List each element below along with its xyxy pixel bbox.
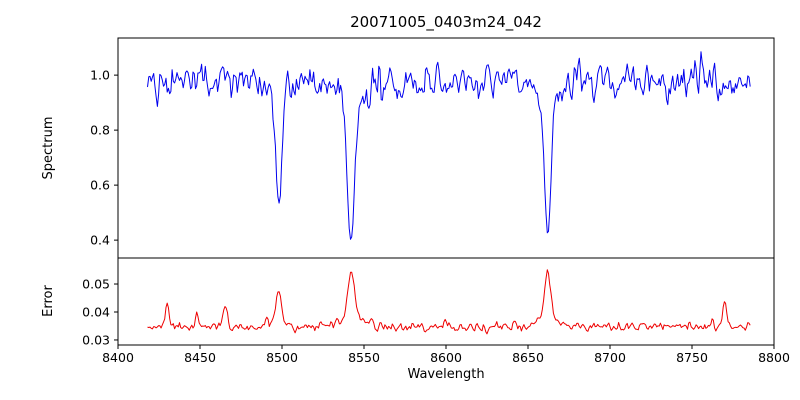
x-tick-label: 8800 [758, 350, 790, 365]
y-tick-label: 0.4 [90, 233, 110, 248]
x-tick-label: 8400 [102, 350, 134, 365]
spectrum-y-axis-label: Spectrum [41, 117, 56, 180]
x-tick-label: 8550 [348, 350, 380, 365]
y-tick-label: 1.0 [90, 68, 110, 83]
y-tick-label: 0.04 [82, 304, 110, 319]
x-tick-label: 8700 [594, 350, 626, 365]
y-tick-label: 0.8 [90, 123, 110, 138]
y-tick-label: 0.05 [82, 277, 110, 292]
ticks-group: 8400 8450 8500 8550 8600 8650 8700 8750 8800 0.4 0… [82, 68, 790, 365]
series-group [147, 51, 751, 335]
y-tick-label: 0.6 [90, 178, 110, 193]
x-tick-label: 8650 [512, 350, 544, 365]
x-tick-label: 8600 [430, 350, 462, 365]
error-y-axis-label: Error [41, 285, 56, 317]
x-tick-label: 8500 [266, 350, 298, 365]
y-tick-label: 0.03 [82, 332, 110, 347]
spectrum-series-line [147, 51, 751, 240]
x-tick-label: 8450 [184, 350, 216, 365]
chart-title: 20071005_0403m24_042 [350, 13, 542, 32]
x-axis-label: Wavelength [407, 367, 484, 382]
error-series-line [147, 269, 751, 335]
x-tick-label: 8750 [676, 350, 708, 365]
